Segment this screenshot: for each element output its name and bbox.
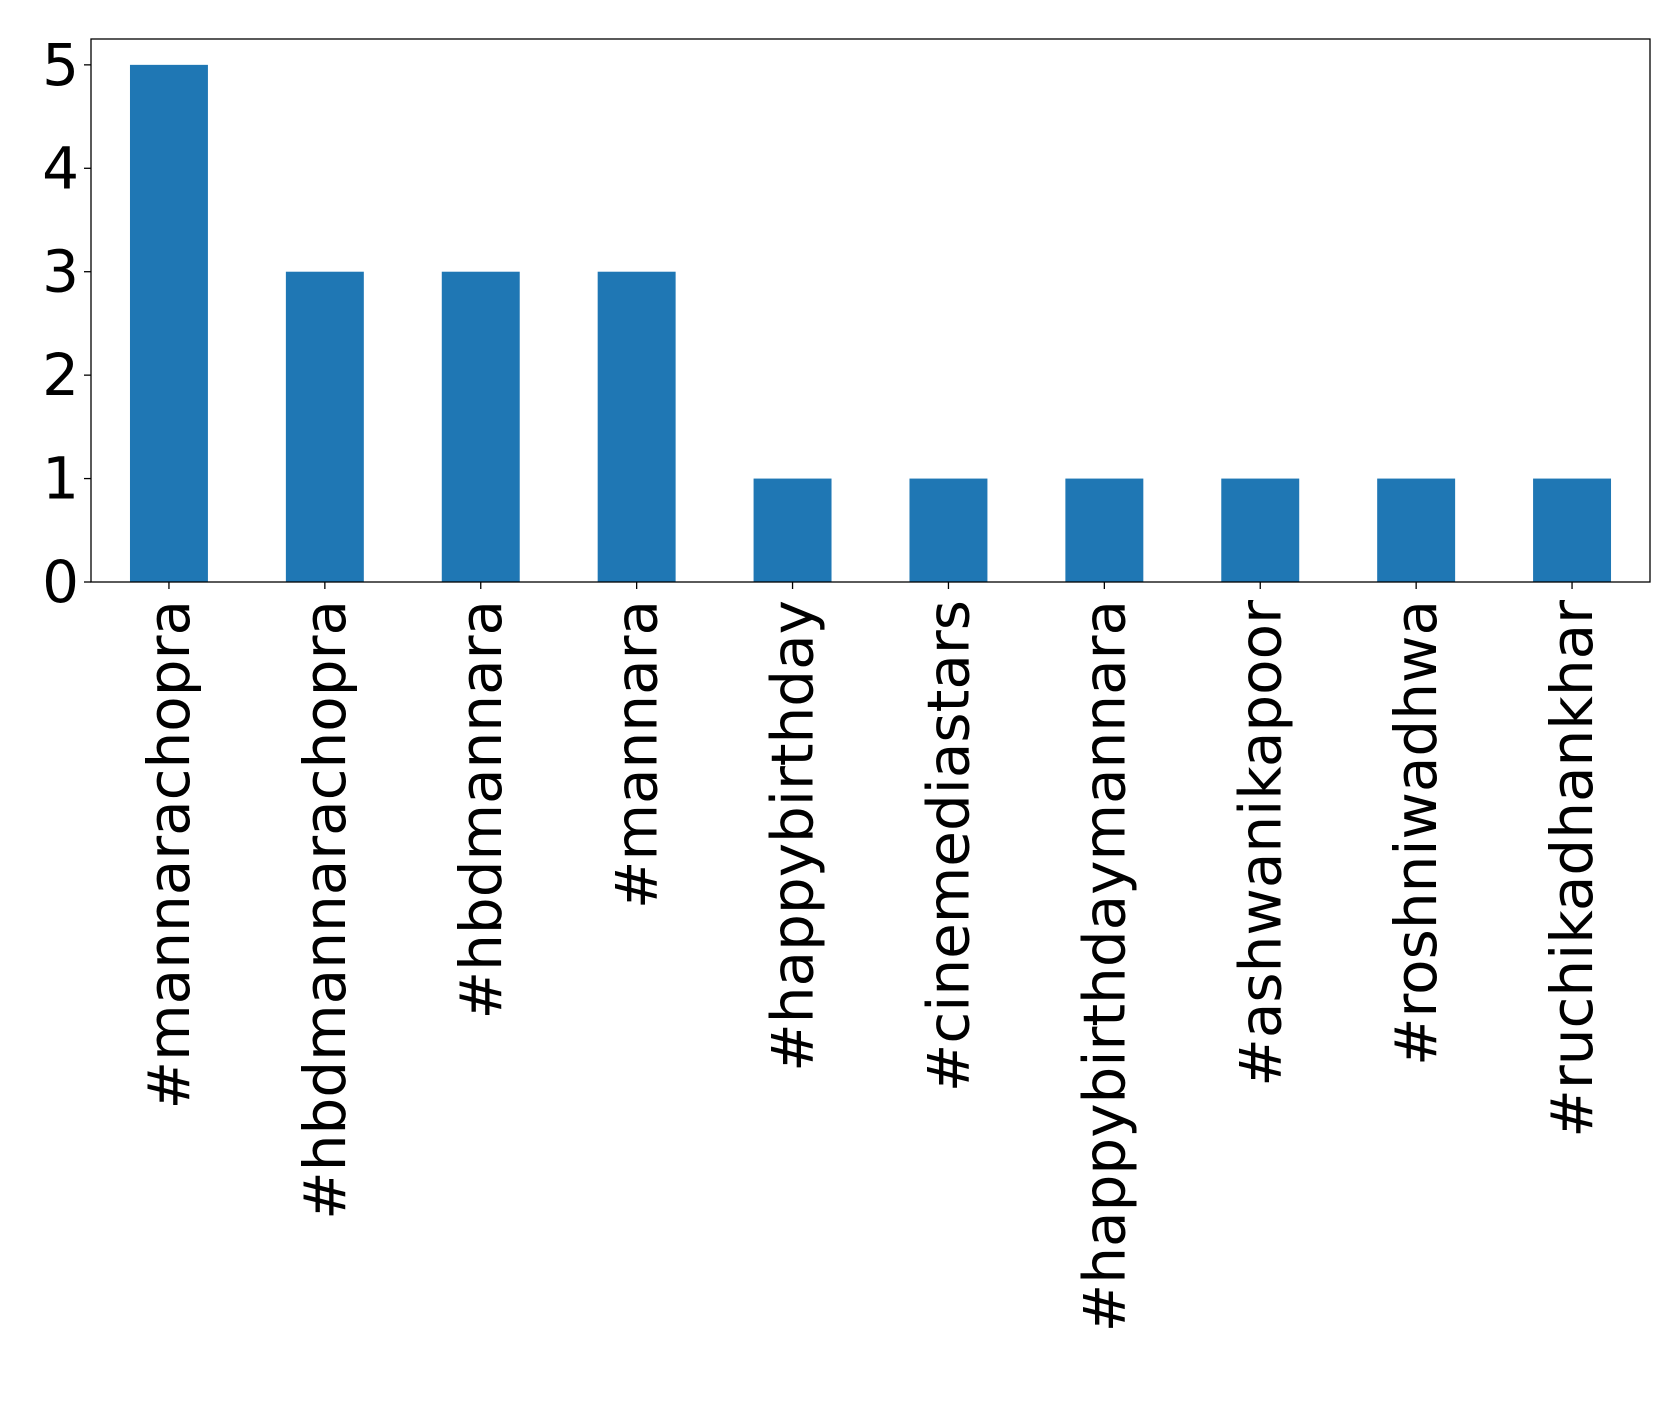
- x-tick-label: #ruchikadhankhar: [1538, 600, 1606, 1138]
- bar-mannarachopra: [129, 64, 208, 583]
- y-tick-label: 4: [42, 134, 79, 202]
- y-tick-label: 0: [42, 548, 79, 616]
- bar-ruchikadhankhar: [1533, 478, 1612, 582]
- y-tick-label: 3: [42, 238, 79, 306]
- bar-happybirthday: [753, 478, 832, 582]
- bar-mannara: [597, 271, 676, 582]
- bar-cinemediastars: [909, 478, 988, 582]
- plot-frame: [90, 38, 1651, 583]
- x-tick-label: #happybirthday: [759, 600, 827, 1072]
- x-tick-label: #hbdmannara: [447, 600, 515, 1019]
- y-axis: 0 1 2 3 4 5: [42, 31, 91, 616]
- x-axis: #mannarachopra #hbdmannarachopra #hbdmanna…: [135, 582, 1606, 1332]
- x-tick-label: #ashwanikapoor: [1226, 600, 1294, 1087]
- bar-roshniwadhwa: [1377, 478, 1456, 582]
- bars-group: [129, 64, 1612, 583]
- bar-hbdmannara: [441, 271, 520, 582]
- bar-hbdmannarachopra: [285, 271, 364, 582]
- x-tick-label: #roshniwadhwa: [1382, 600, 1450, 1066]
- y-tick-label: 5: [42, 31, 79, 99]
- x-tick-label: #cinemediastars: [914, 600, 982, 1092]
- x-tick-label: #happybirthdaymannara: [1070, 600, 1138, 1332]
- y-tick-label: 2: [42, 341, 79, 409]
- bar-happybirthdaymannara: [1065, 478, 1144, 582]
- y-tick-label: 1: [42, 445, 79, 513]
- x-tick-label: #hbdmannarachopra: [291, 600, 359, 1220]
- bar-ashwanikapoor: [1221, 478, 1300, 582]
- x-tick-label: #mannara: [603, 600, 671, 909]
- x-tick-label: #mannarachopra: [135, 600, 203, 1109]
